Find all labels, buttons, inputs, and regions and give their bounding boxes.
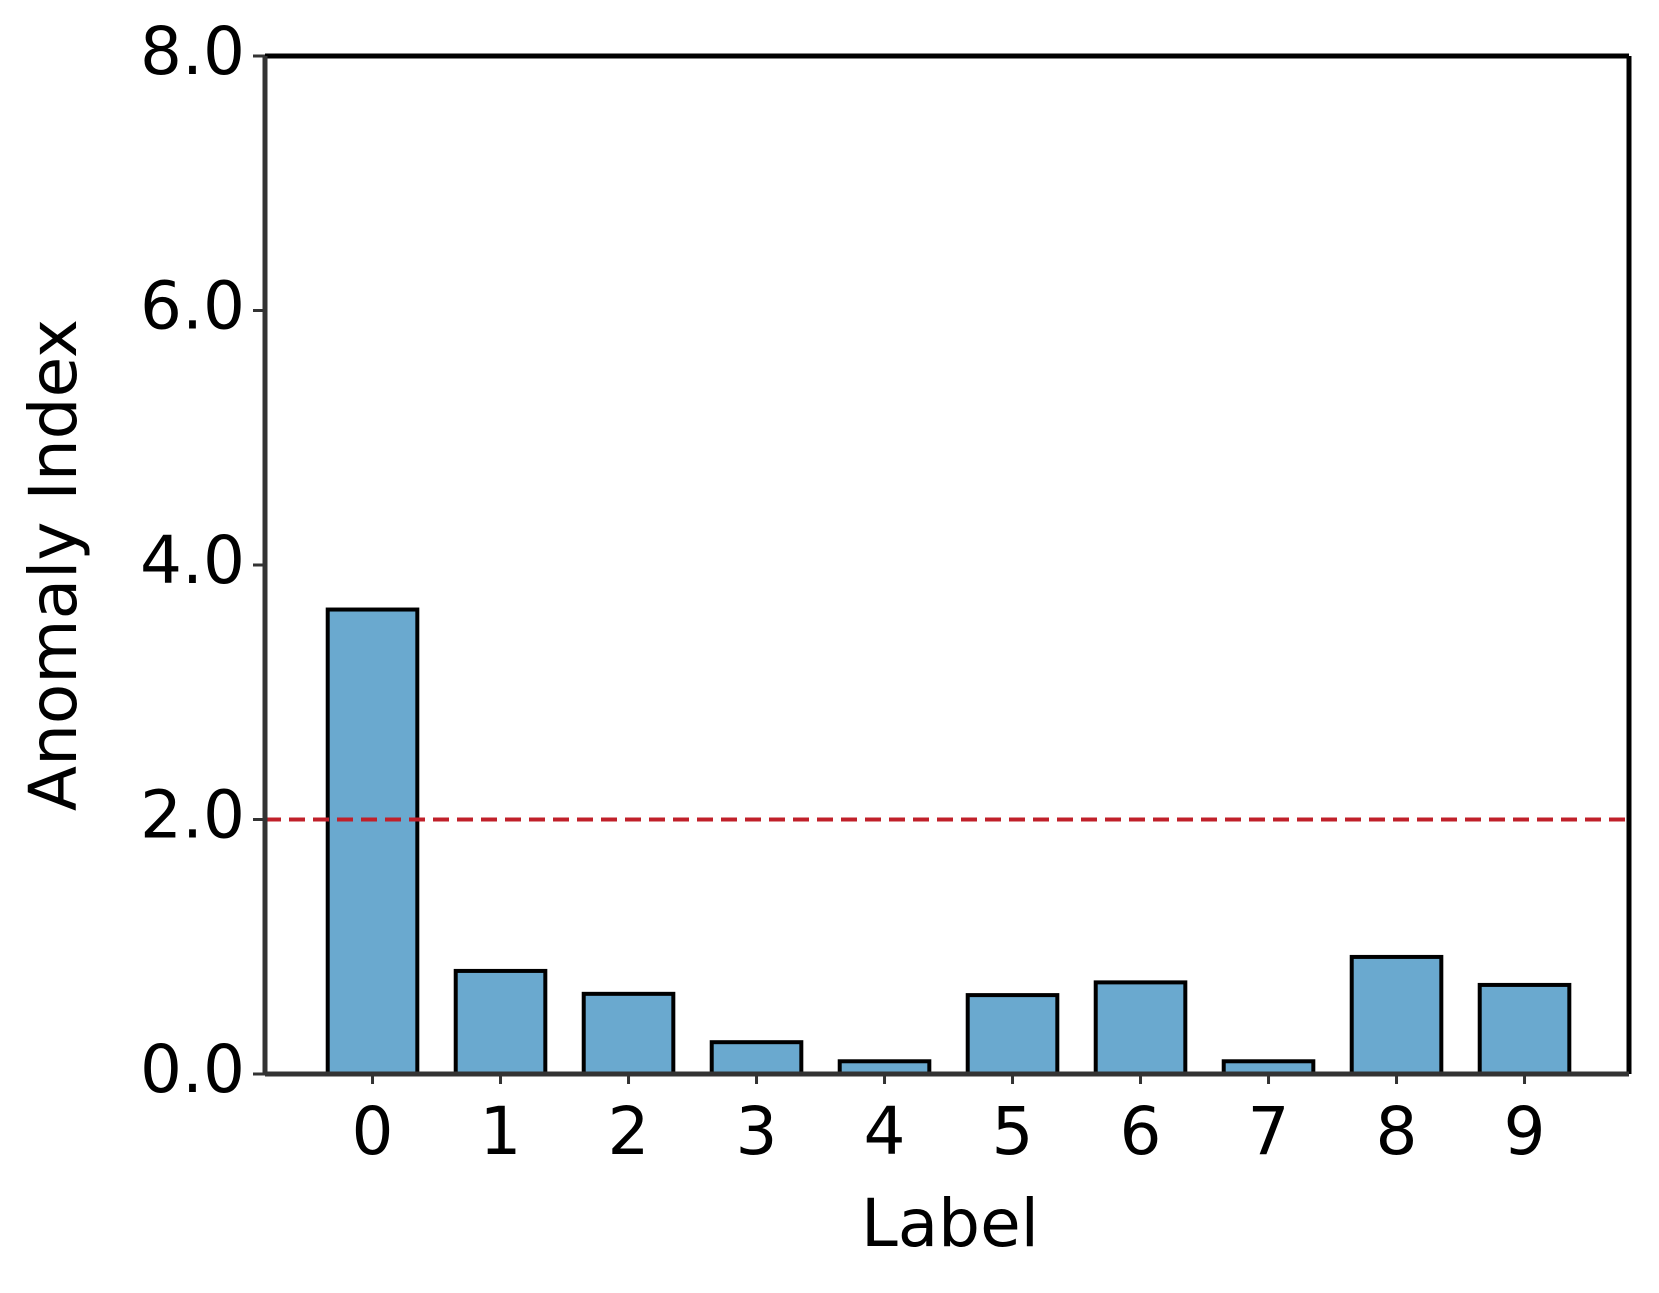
x-tick-label: 0 — [352, 1093, 394, 1170]
y-tick-label: 2.0 — [140, 777, 245, 854]
y-tick-label: 8.0 — [140, 13, 245, 90]
x-tick-label: 7 — [1248, 1093, 1290, 1170]
bar — [1093, 980, 1188, 1077]
bar — [709, 1040, 804, 1076]
x-tick-label: 9 — [1504, 1093, 1546, 1170]
x-tick-label: 4 — [864, 1093, 906, 1170]
x-tick-label: 3 — [736, 1093, 778, 1170]
bar — [325, 607, 420, 1076]
x-tick-label: 6 — [1120, 1093, 1162, 1170]
x-tick-label: 1 — [480, 1093, 522, 1170]
bar — [1349, 954, 1444, 1076]
x-tick-label: 2 — [608, 1093, 650, 1170]
x-axis-label: Label — [861, 1185, 1039, 1262]
bar — [581, 991, 676, 1077]
y-tick-label: 4.0 — [140, 522, 245, 599]
bar — [453, 968, 548, 1076]
x-tick-label: 5 — [992, 1093, 1034, 1170]
bar — [1477, 982, 1572, 1076]
x-tick-label: 8 — [1376, 1093, 1418, 1170]
y-axis-label: Anomaly Index — [15, 319, 92, 811]
y-tick-label: 0.0 — [140, 1031, 245, 1108]
y-tick-label: 6.0 — [140, 268, 245, 345]
bar — [965, 993, 1060, 1076]
